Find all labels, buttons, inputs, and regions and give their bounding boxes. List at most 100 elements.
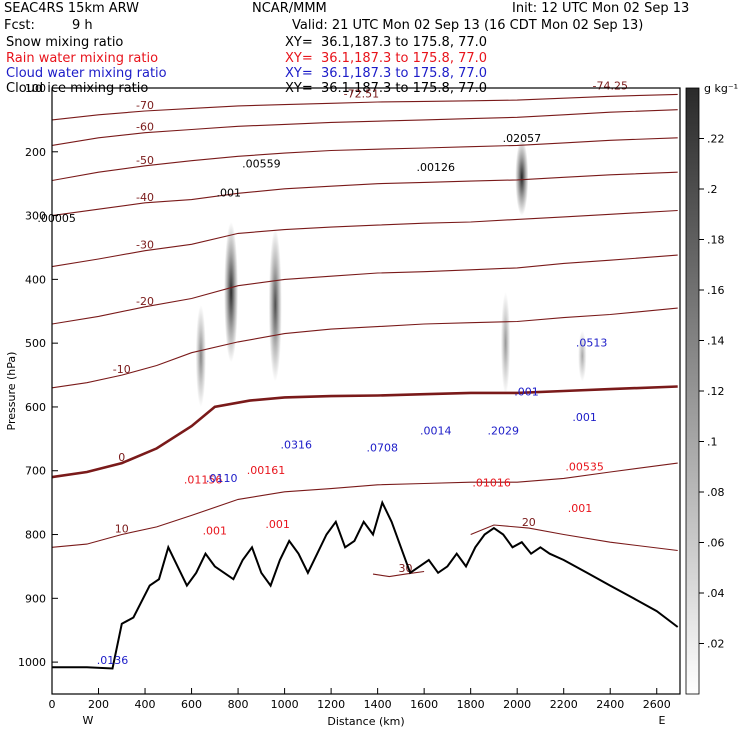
x-tick-label: 400 xyxy=(135,698,156,711)
snow-blob-4 xyxy=(500,292,511,395)
temp-contour-label--10: -10 xyxy=(113,363,131,376)
colorbar-tick-label: .14 xyxy=(707,335,725,348)
temp-contour--30 xyxy=(52,209,678,268)
field-label-rain: Rain water mixing ratio xyxy=(6,51,159,66)
x-tick-label: 600 xyxy=(181,698,202,711)
colorbar-tick-label: .08 xyxy=(707,486,725,499)
temp-contour--60 xyxy=(52,109,678,146)
colorbar-tick-label: .06 xyxy=(707,537,725,550)
cloud-max-label: .2029 xyxy=(487,424,519,437)
temp-contour-label--20: -20 xyxy=(136,295,154,308)
colorbar-tick-label: .02 xyxy=(707,638,725,651)
field-xy-snow: XY= 36.1,187.3 to 175.8, 77.0 xyxy=(285,35,488,50)
temp-contour-label--50: -50 xyxy=(136,154,154,167)
rain-max-label: .01156 xyxy=(184,473,223,486)
temp-contour-label-0: 0 xyxy=(118,451,125,464)
colorbar-tick-label: .04 xyxy=(707,587,725,600)
field-xy-rain: XY= 36.1,187.3 to 175.8, 77.0 xyxy=(285,51,488,66)
cloud-max-label: .0136 xyxy=(97,654,129,667)
snow-shading-layer xyxy=(195,139,587,407)
fcst-value: 9 h xyxy=(72,18,93,33)
colorbar-tick-label: .16 xyxy=(707,284,725,297)
fcst-label: Fcst: xyxy=(4,18,35,33)
x-end-label-east: E xyxy=(659,714,666,727)
plot-frame xyxy=(51,87,681,695)
x-end-label-west: W xyxy=(83,714,94,727)
rain-max-label: .001 xyxy=(265,518,290,531)
rain-max-label: .001 xyxy=(203,525,228,538)
y-tick-label: 300 xyxy=(25,210,46,223)
colorbar-tick-label: .1 xyxy=(707,436,718,449)
temp-contour-label--40: -40 xyxy=(136,191,154,204)
temp-contour--50 xyxy=(52,137,678,182)
x-tick-label: 200 xyxy=(88,698,109,711)
snow-max-label: .001 xyxy=(217,186,242,199)
ice-max-label: -72.51 xyxy=(344,88,379,101)
x-tick-label: 2400 xyxy=(596,698,624,711)
cloud-max-label: .0708 xyxy=(367,442,399,455)
y-tick-label: 500 xyxy=(25,337,46,350)
temp-contour--40 xyxy=(52,171,678,217)
x-tick-label: 2200 xyxy=(550,698,578,711)
rain-max-label: .00161 xyxy=(247,464,286,477)
terrain-layer xyxy=(52,499,679,670)
y-axis: 1000 900 800 700 600 500 400 300 200 100 xyxy=(18,82,58,669)
temp-contour-label--60: -60 xyxy=(136,121,154,134)
snow-blob-2 xyxy=(195,304,206,407)
x-axis-label: Distance (km) xyxy=(327,715,404,728)
colorbar-ticks: .02 .04 .06 .08 .1 .12 .14 .16 .18 .2 .22 xyxy=(699,133,725,651)
x-tick-label: 2000 xyxy=(503,698,531,711)
x-tick-label: 1200 xyxy=(317,698,345,711)
field-xy-cloud: XY= 36.1,187.3 to 175.8, 77.0 xyxy=(285,66,488,81)
valid-time: Valid: 21 UTC Mon 02 Sep 13 (16 CDT Mon … xyxy=(292,18,644,33)
temp-contour--20 xyxy=(52,254,678,325)
snow-blob-5 xyxy=(578,330,587,382)
temp-contour-label-10: 10 xyxy=(115,523,129,536)
colorbar-tick-label: .12 xyxy=(707,385,725,398)
x-axis: 0 200 400 600 800 1000 1200 1400 1600 1800 2000 220… xyxy=(49,688,671,711)
cloud-max-label: .0110 xyxy=(206,472,238,485)
temp-contour-10 xyxy=(52,462,678,548)
rain-max-label: .00535 xyxy=(565,461,604,474)
x-tick-label: 1000 xyxy=(271,698,299,711)
x-tick-label: 2600 xyxy=(643,698,671,711)
init-time: Init: 12 UTC Mon 02 Sep 13 xyxy=(512,1,690,16)
colorbar-tick-label: .18 xyxy=(707,234,725,247)
colorbar-tick-label: .22 xyxy=(707,133,725,146)
y-tick-label: 100 xyxy=(25,82,46,95)
x-tick-label: 1400 xyxy=(364,698,392,711)
snow-blob-0 xyxy=(224,221,239,363)
temp-contour--70 xyxy=(52,93,678,121)
field-label-cloud: Cloud water mixing ratio xyxy=(6,66,167,81)
y-tick-label: 1000 xyxy=(18,656,46,669)
max-labels: .00559 .00126 .02057 .00005 .001 .01156 .00161… xyxy=(37,79,628,667)
model-title: SEAC4RS 15km ARW xyxy=(4,1,140,16)
snow-blob-1 xyxy=(268,228,282,382)
terrain-line xyxy=(52,499,679,670)
cloud-max-label: .001 xyxy=(572,411,597,424)
colorbar xyxy=(685,87,700,695)
y-tick-label: 800 xyxy=(25,529,46,542)
temp-contour-20 xyxy=(470,524,678,552)
rain-max-label: .01016 xyxy=(472,477,511,490)
temp-contour-label--30: -30 xyxy=(136,239,154,252)
y-tick-label: 700 xyxy=(25,465,46,478)
y-tick-label: 900 xyxy=(25,592,46,605)
field-label-snow: Snow mixing ratio xyxy=(6,35,124,50)
y-tick-label: 400 xyxy=(25,273,46,286)
x-tick-label: 0 xyxy=(49,698,56,711)
temp-contour-0 xyxy=(52,385,678,479)
colorbar-tick-label: .2 xyxy=(707,183,718,196)
temp-contour-label--70: -70 xyxy=(136,99,154,112)
ice-max-label: -74.25 xyxy=(592,79,627,92)
colorbar-unit: g kg⁻¹ xyxy=(704,82,738,95)
snow-max-label: .00126 xyxy=(417,161,456,174)
cloud-max-label: .001 xyxy=(514,385,539,398)
temp-contour-30 xyxy=(372,570,425,578)
rain-max-label: .001 xyxy=(568,502,593,515)
snow-max-label: .02057 xyxy=(503,132,542,145)
x-tick-label: 800 xyxy=(228,698,249,711)
snow-blob-3 xyxy=(515,139,529,216)
temp-contour--10 xyxy=(52,307,678,389)
